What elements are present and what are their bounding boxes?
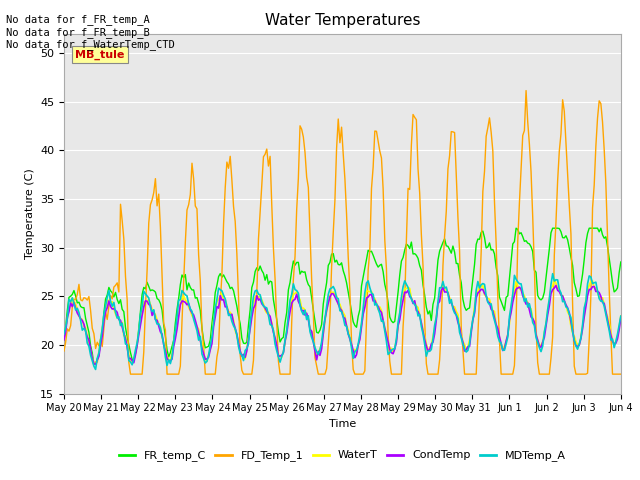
Title: Water Temperatures: Water Temperatures bbox=[265, 13, 420, 28]
Text: MB_tule: MB_tule bbox=[75, 50, 125, 60]
X-axis label: Time: Time bbox=[329, 419, 356, 429]
Text: No data for f_FR_temp_A
No data for f_FR_temp_B
No data for f_WaterTemp_CTD: No data for f_FR_temp_A No data for f_FR… bbox=[6, 14, 175, 50]
Y-axis label: Temperature (C): Temperature (C) bbox=[24, 168, 35, 259]
Legend: FR_temp_C, FD_Temp_1, WaterT, CondTemp, MDTemp_A: FR_temp_C, FD_Temp_1, WaterT, CondTemp, … bbox=[114, 446, 571, 466]
